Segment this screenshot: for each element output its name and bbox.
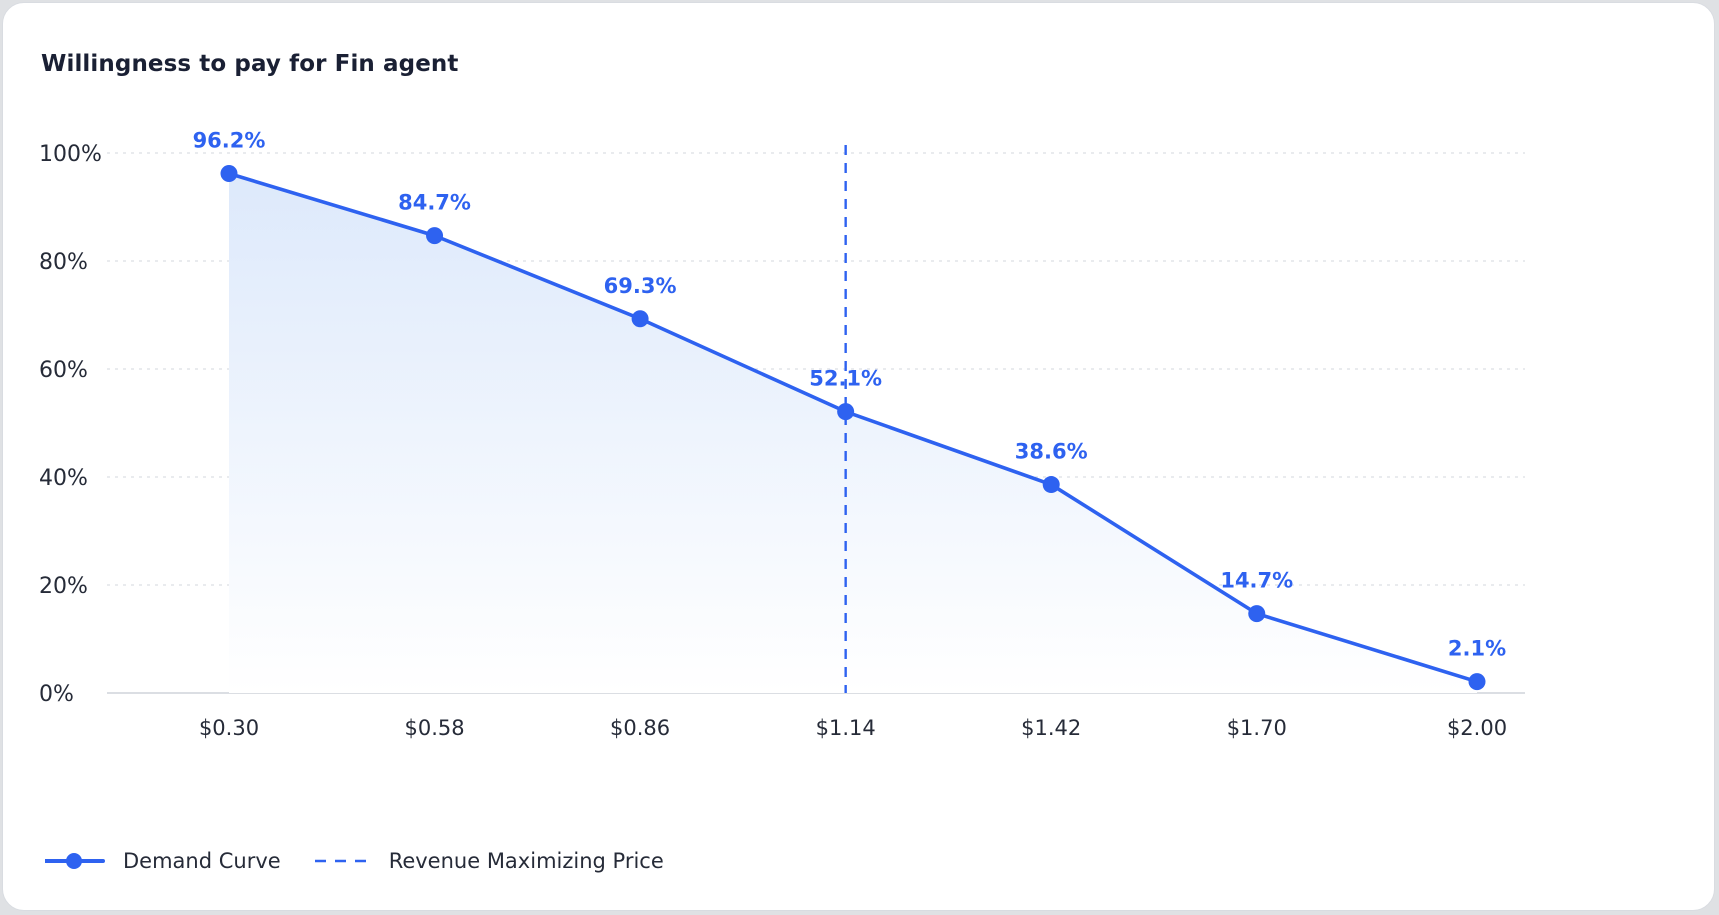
data-label: 2.1% [1448,637,1506,661]
data-label: 96.2% [193,129,266,153]
y-tick-label: 100% [39,142,102,167]
y-tick-label: 40% [39,466,88,491]
data-point [426,227,444,245]
area-fill [229,173,1477,693]
x-axis-ticks: $0.30 $0.58 $0.86 $1.14 $1.42 $1.70 $2.00 [199,716,1507,740]
legend-label-demand-curve: Demand Curve [123,849,281,873]
data-label: 69.3% [604,274,677,298]
x-tick-label: $2.00 [1447,716,1507,740]
data-point [1468,673,1486,691]
y-tick-label: 20% [39,574,88,599]
x-tick-label: $0.86 [610,716,670,740]
data-label: 52.1% [809,367,882,391]
y-tick-label: 0% [39,682,74,707]
x-tick-label: $1.14 [816,716,876,740]
data-point [1042,476,1060,494]
legend-dashed-line-icon [314,859,371,863]
x-tick-label: $0.58 [404,716,464,740]
chart-title: Willingness to pay for Fin agent [41,51,459,77]
legend-item-demand-curve[interactable]: Demand Curve [45,849,281,873]
data-point [220,165,238,183]
data-label: 14.7% [1220,569,1293,593]
data-point [631,310,649,328]
x-tick-label: $0.30 [199,716,259,740]
area-fill-path [229,173,1477,693]
data-labels: 96.2% 84.7% 69.3% 52.1% 38.6% 14.7% 2.1% [193,129,1507,661]
legend-line-marker-icon [45,853,105,869]
legend: Demand Curve Revenue Maximizing Price [45,849,696,873]
data-point [837,403,855,421]
legend-label-revenue-maximizing-price: Revenue Maximizing Price [388,849,664,873]
x-tick-label: $1.42 [1021,716,1081,740]
y-tick-label: 60% [39,358,88,383]
data-label: 84.7% [398,191,471,215]
y-axis-ticks: 0% 20% 40% 60% 80% 100% [39,142,102,707]
demand-chart: 96.2% 84.7% 69.3% 52.1% 38.6% 14.7% 2.1% 0% 20%… [39,129,1525,740]
data-point [1248,605,1266,623]
x-tick-label: $1.70 [1227,716,1287,740]
y-tick-label: 80% [39,250,88,275]
data-label: 38.6% [1015,440,1088,464]
legend-item-revenue-maximizing-price[interactable]: Revenue Maximizing Price [313,849,664,873]
data-points [220,165,1486,691]
